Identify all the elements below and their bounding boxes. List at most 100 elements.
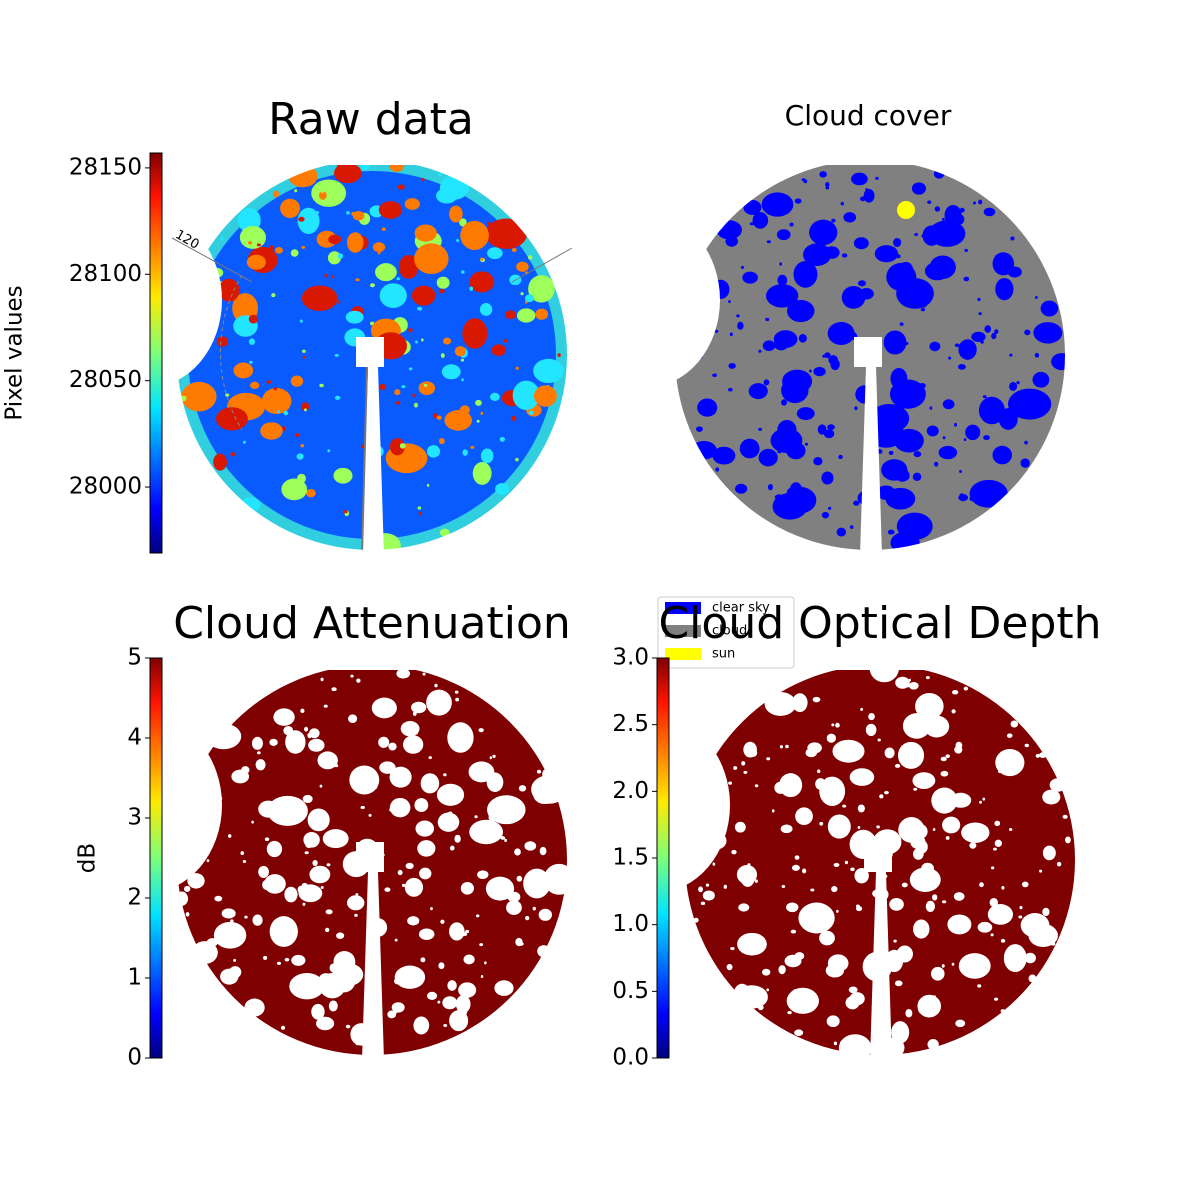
cloud-blob <box>899 261 912 272</box>
cloud-blob <box>346 232 364 253</box>
cloud-blob <box>954 745 963 754</box>
cloud-blob <box>1057 861 1062 867</box>
cloud-blob <box>242 440 246 444</box>
cloud-blob <box>225 393 230 397</box>
cloud-blob <box>763 379 770 386</box>
cloud-blob <box>301 402 310 412</box>
cloud-blob <box>223 933 228 938</box>
cloud-blob <box>436 783 465 806</box>
cloud-blob <box>477 870 489 880</box>
cloud-blob <box>712 781 716 785</box>
cloud-blob <box>284 957 290 962</box>
cloud-blob <box>961 822 990 843</box>
cloud-blob <box>440 353 445 358</box>
cloud-blob <box>1035 295 1038 300</box>
cloud-blob <box>538 908 553 921</box>
cloud-blob <box>857 280 866 287</box>
cloud-blob <box>322 829 349 849</box>
cloud-blob <box>402 735 424 754</box>
cloud-blob <box>779 262 783 266</box>
cloud-blob <box>987 904 1014 925</box>
colorbar-tick-label: 1.0 <box>612 911 649 937</box>
cloud-blob <box>958 494 969 502</box>
cloud-blob <box>397 184 405 190</box>
colorbar-label: dB <box>75 843 101 873</box>
cloud-blob <box>983 207 996 217</box>
cloud-blob <box>294 189 298 193</box>
cloud-blob <box>480 411 484 415</box>
cloud-blob <box>557 353 561 357</box>
cloud-blob <box>539 846 547 856</box>
cloud-blob <box>213 453 228 471</box>
cloud-blob <box>421 338 424 342</box>
cloud-blob <box>180 395 187 402</box>
cloud-blob <box>876 825 880 829</box>
cloud-blob <box>398 781 403 785</box>
cloud-blob <box>248 338 256 345</box>
cloud-blob <box>784 699 789 703</box>
cloud-blob <box>380 386 385 391</box>
cloud-blob <box>831 886 838 893</box>
cloud-blob <box>258 865 269 878</box>
cloud-blob <box>842 804 847 808</box>
cloud-blob <box>938 445 958 460</box>
cloud-blob <box>408 328 413 333</box>
cloud-blob <box>485 876 515 901</box>
cloud-blob <box>860 707 864 711</box>
cloud-blob <box>906 683 910 688</box>
cloud-blob <box>472 461 492 485</box>
cloud-blob <box>230 919 234 923</box>
cloud-blob <box>454 834 461 843</box>
cloud-blob <box>913 919 930 939</box>
cloud-blob <box>990 933 994 937</box>
cloud-blob <box>290 249 299 257</box>
cloud-blob <box>888 450 894 455</box>
cloud-blob <box>1004 422 1008 427</box>
cloud-blob <box>825 963 845 978</box>
cloud-blob <box>841 253 848 258</box>
cloud-blob <box>791 864 800 871</box>
cloud-blob <box>683 821 695 831</box>
cloud-blob <box>903 746 920 759</box>
cloud-blob <box>1008 828 1013 832</box>
cloud-blob <box>191 941 218 965</box>
cloud-blob <box>304 851 309 855</box>
cloud-blob <box>399 443 406 449</box>
cloud-blob <box>401 883 406 887</box>
cloud-blob <box>849 1038 855 1042</box>
cloud-blob <box>927 1038 939 1050</box>
cloud-blob <box>990 866 995 870</box>
cloud-blob <box>942 217 945 221</box>
cloud-blob <box>822 354 826 358</box>
cloud-blob <box>712 373 718 378</box>
cloud-blob <box>370 283 375 288</box>
cloud-blob <box>804 442 809 446</box>
cloud-blob <box>912 848 924 860</box>
cloud-blob <box>893 238 902 248</box>
cloud-blob <box>803 243 832 266</box>
cloud-blob <box>934 206 941 212</box>
cloud-blob <box>827 424 835 431</box>
cloud-blob <box>895 676 910 689</box>
cloud-blob <box>982 797 986 801</box>
cloud-blob <box>895 469 910 482</box>
cloud-blob <box>831 723 835 727</box>
cloud-blob <box>411 285 436 306</box>
cloud-blob <box>396 668 411 679</box>
cloud-blob <box>499 436 505 442</box>
cloud-blob <box>220 968 239 985</box>
cloud-blob <box>507 891 521 903</box>
cloud-blob <box>181 381 217 412</box>
cloud-blob <box>241 766 250 774</box>
cloud-blob <box>528 410 534 415</box>
cloud-blob <box>1000 1009 1006 1013</box>
cloud-blob <box>219 797 223 801</box>
cloud-blob <box>319 383 324 388</box>
cloud-blob <box>789 482 803 497</box>
cloud-blob <box>269 738 278 746</box>
cloud-blob <box>693 917 699 923</box>
image-content <box>683 653 1075 1062</box>
colorbar-tick-label: 28050 <box>69 367 142 393</box>
cloud-blob <box>379 283 407 308</box>
cloud-blob <box>201 811 206 816</box>
